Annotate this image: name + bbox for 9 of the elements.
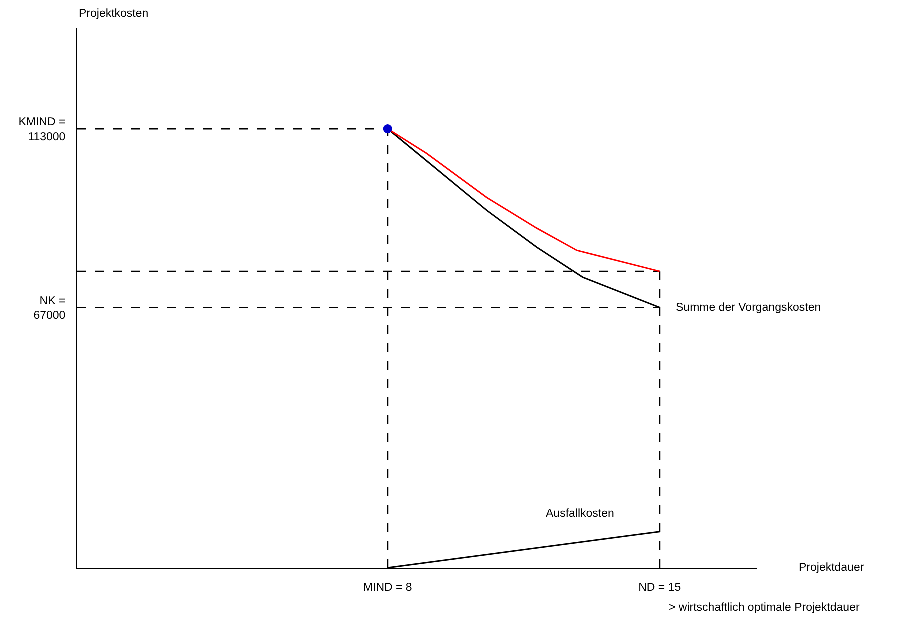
x-tick-label: ND = 15 bbox=[638, 582, 682, 594]
y-tick-label: NK = 67000 bbox=[34, 295, 66, 322]
text: > wirtschaftlich optimale Projektdauer bbox=[669, 602, 860, 614]
x-axis-title: Projektdauer bbox=[799, 562, 864, 574]
annotation: Ausfallkosten bbox=[546, 508, 614, 520]
y-axis-title: Projektkosten bbox=[79, 8, 149, 20]
y-tick-label: KMIND = 113000 bbox=[18, 116, 66, 144]
x-tick-label: MIND = 8 bbox=[363, 582, 412, 594]
annotation: Summe der Vorgangskosten bbox=[676, 302, 822, 314]
